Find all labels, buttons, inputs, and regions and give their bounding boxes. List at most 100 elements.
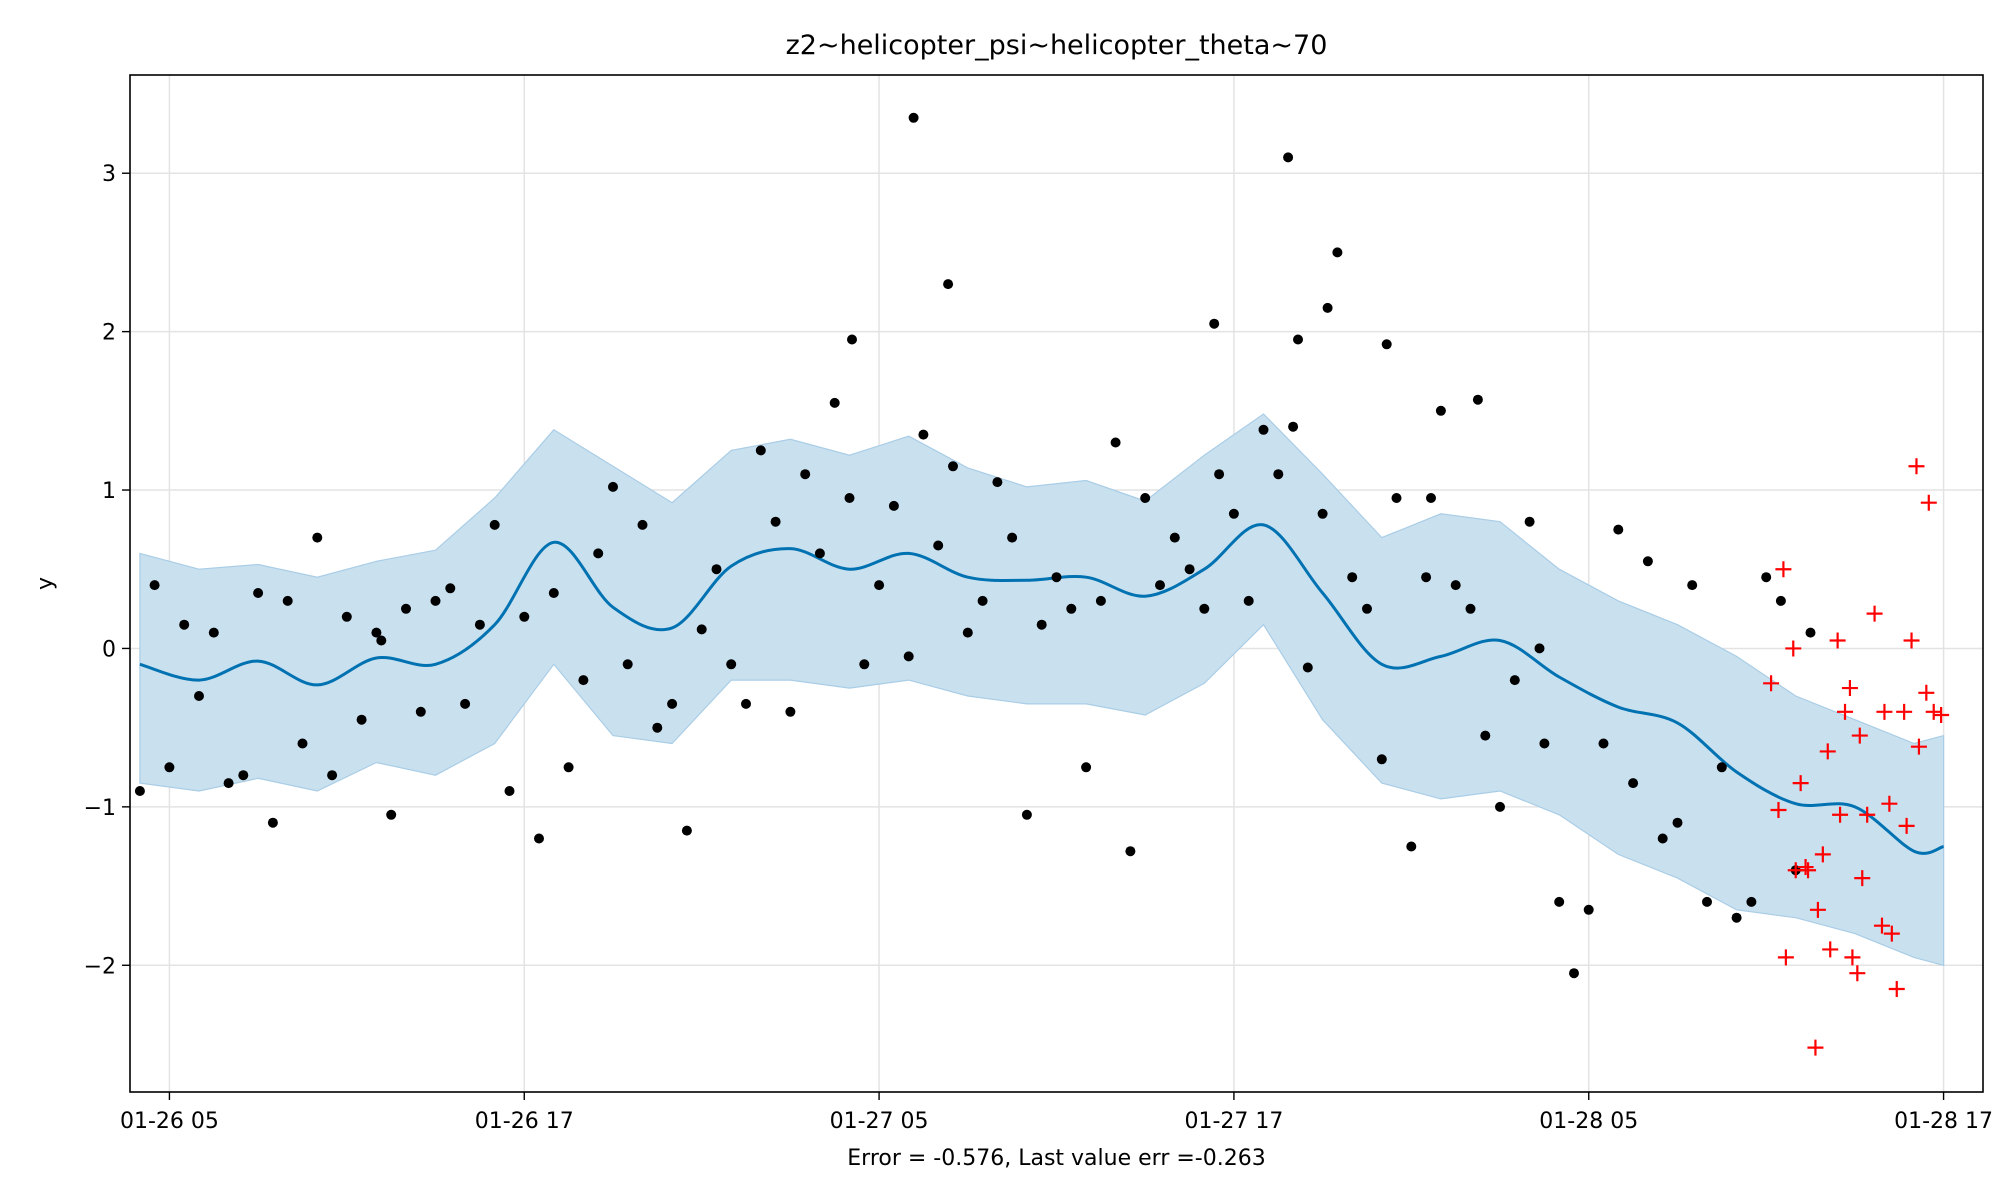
history-point xyxy=(415,706,426,717)
future-point xyxy=(1883,925,1900,942)
history-point xyxy=(386,809,397,820)
history-point xyxy=(637,519,648,530)
future-point xyxy=(1844,949,1861,966)
history-point xyxy=(1184,564,1195,575)
history-point xyxy=(1317,508,1328,519)
history-point xyxy=(164,762,175,773)
future-point xyxy=(1854,870,1871,887)
history-point xyxy=(1095,595,1106,606)
history-point xyxy=(1775,595,1786,606)
history-point xyxy=(847,334,857,345)
y-tick-label: 1 xyxy=(102,479,116,504)
history-point xyxy=(1293,334,1303,345)
history-point xyxy=(977,595,988,606)
history-point xyxy=(149,580,160,591)
future-point xyxy=(1903,632,1920,649)
history-point xyxy=(1583,904,1594,915)
future-point xyxy=(1787,862,1804,879)
uncertainty-band xyxy=(139,413,1945,967)
history-point xyxy=(534,833,544,844)
history-point xyxy=(681,825,692,836)
history-point xyxy=(726,659,737,670)
history-point xyxy=(1376,754,1387,765)
future-point xyxy=(1851,727,1868,744)
history-point xyxy=(376,635,387,646)
history-point xyxy=(755,445,766,456)
history-point xyxy=(1199,603,1210,614)
x-axis-ticks: 01-26 05 01-26 17 01-27 05 01-27 17 01-28 05… xyxy=(120,1092,1993,1134)
history-point xyxy=(844,493,855,503)
history-point xyxy=(1534,643,1545,654)
future-point xyxy=(1920,494,1937,511)
future-point xyxy=(1785,640,1802,657)
history-point xyxy=(1450,580,1461,591)
x-tick-label: 01-27 17 xyxy=(1184,1109,1283,1134)
history-point xyxy=(1036,619,1047,630)
history-point xyxy=(918,429,929,440)
history-point xyxy=(1021,809,1032,820)
history-point xyxy=(1509,675,1520,686)
history-point xyxy=(282,595,293,606)
history-point xyxy=(696,624,707,635)
future-point xyxy=(1910,738,1927,755)
history-point xyxy=(1554,896,1565,907)
history-point xyxy=(445,583,456,594)
y-tick-label: −2 xyxy=(84,954,116,979)
future-point xyxy=(1819,743,1836,760)
history-point xyxy=(1288,421,1299,432)
history-point xyxy=(1381,339,1392,350)
y-axis-ticks: −2 −1 0 1 2 3 xyxy=(84,162,130,979)
future-point xyxy=(1832,806,1849,823)
history-point xyxy=(1687,580,1698,591)
history-point xyxy=(194,691,204,701)
history-point xyxy=(1716,762,1727,773)
history-point xyxy=(1125,846,1136,857)
history-point xyxy=(1169,532,1180,543)
x-tick-label: 01-26 17 xyxy=(475,1109,574,1134)
future-point xyxy=(1933,706,1950,723)
history-point xyxy=(1613,524,1624,535)
history-point xyxy=(1702,896,1712,907)
y-tick-label: −1 xyxy=(84,796,116,821)
history-point xyxy=(1258,424,1269,435)
future-point xyxy=(1777,949,1794,966)
history-point xyxy=(504,786,515,796)
history-point xyxy=(859,659,870,670)
future-point xyxy=(1770,802,1787,819)
history-point xyxy=(548,588,559,598)
history-point xyxy=(888,500,899,511)
y-axis-label: y xyxy=(33,577,58,590)
history-points-layer xyxy=(134,112,1816,979)
history-point xyxy=(1243,595,1254,606)
history-point xyxy=(1746,896,1757,907)
history-point xyxy=(608,481,618,492)
history-point xyxy=(371,627,382,638)
history-point xyxy=(474,619,485,630)
y-tick-label: 0 xyxy=(102,637,116,662)
history-point xyxy=(1426,493,1436,503)
history-point xyxy=(267,817,278,828)
history-point xyxy=(667,698,678,709)
history-point xyxy=(1214,469,1225,480)
future-point xyxy=(1837,703,1854,720)
history-point xyxy=(1805,627,1816,638)
future-point xyxy=(1792,775,1809,792)
future-points-layer xyxy=(1763,458,1950,1056)
history-point xyxy=(1066,603,1077,614)
history-point xyxy=(933,540,944,551)
history-point xyxy=(1081,762,1092,773)
future-point xyxy=(1809,901,1826,918)
history-point xyxy=(874,580,885,591)
history-point xyxy=(1302,662,1313,673)
history-point xyxy=(1421,572,1432,583)
history-point xyxy=(223,778,234,789)
future-point xyxy=(1925,703,1942,720)
history-point xyxy=(943,279,954,290)
future-point xyxy=(1918,684,1935,701)
history-point xyxy=(1322,302,1333,313)
x-tick-label: 01-28 17 xyxy=(1894,1109,1993,1134)
history-point xyxy=(356,714,367,725)
history-point xyxy=(401,603,411,614)
future-point xyxy=(1841,680,1858,697)
